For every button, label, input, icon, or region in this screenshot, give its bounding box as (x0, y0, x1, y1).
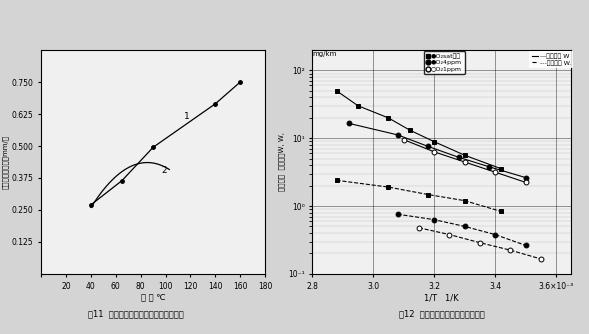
Text: 图12  温度对碳鑰腔蚀和应损的影响: 图12 温度对碳鑰腔蚀和应损的影响 (399, 310, 485, 318)
Text: 2: 2 (162, 166, 167, 175)
Text: mg/km: mg/km (312, 51, 336, 57)
X-axis label: 1/T   1/K: 1/T 1/K (425, 293, 459, 302)
Y-axis label: 腐蚀的深度损坏，mm/年: 腐蚀的深度损坏，mm/年 (2, 135, 9, 189)
Y-axis label: 腐蚀速度  磨损速度W, W,: 腐蚀速度 磨损速度W, W, (279, 133, 285, 191)
Legend: —磨损速度 W, ---磨损速度 W.: —磨损速度 W, ---磨损速度 W. (529, 51, 573, 68)
Text: 1: 1 (184, 112, 190, 121)
Text: 图11  鐵在水中的腔蚀速度与温度的关系: 图11 鐵在水中的腔蚀速度与温度的关系 (88, 310, 183, 318)
X-axis label: 温 度 ℃: 温 度 ℃ (141, 293, 166, 302)
